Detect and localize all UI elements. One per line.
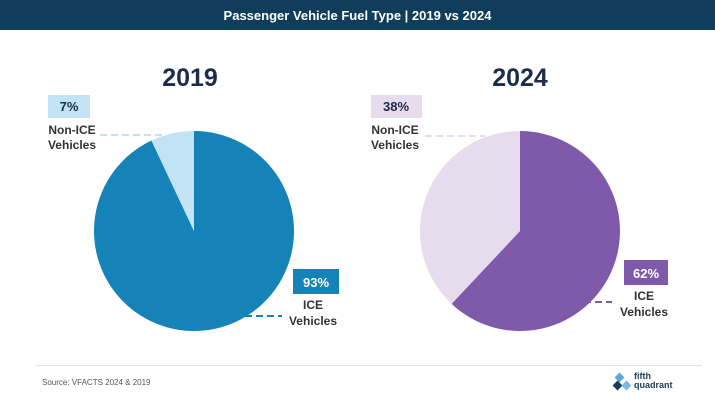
pie-2024-non-ice-label-1: Non-ICE bbox=[371, 123, 418, 137]
footer-divider bbox=[36, 365, 702, 366]
pie-2024-non-ice-badge bbox=[371, 95, 422, 118]
source-note: Source: VFACTS 2024 & 2019 bbox=[42, 378, 151, 387]
pie-2024-non-ice-value: 38% bbox=[383, 99, 409, 114]
pie-2019-non-ice-label-2: Vehicles bbox=[48, 138, 96, 152]
pie-2019-ice-label-2: Vehicles bbox=[289, 314, 337, 328]
pie-2024-ice-label-2: Vehicles bbox=[620, 305, 668, 319]
logo-mark-icon bbox=[612, 372, 632, 391]
chart-header: Passenger Vehicle Fuel Type | 2019 vs 20… bbox=[0, 0, 715, 30]
pie-2024-title: 2024 bbox=[492, 64, 548, 92]
fifth-quadrant-logo: fifth quadrant bbox=[612, 370, 682, 396]
logo-text-line1: fifth bbox=[634, 371, 651, 381]
pie-2019-non-ice-badge bbox=[48, 95, 90, 118]
pie-2019-slice-ice bbox=[94, 131, 295, 331]
pie-2019-ice-label-1: ICE bbox=[303, 298, 323, 312]
pie-2024-ice-badge bbox=[624, 260, 668, 285]
pie-2019-slice-non-ice bbox=[151, 131, 194, 231]
pie-2024-ice-label-1: ICE bbox=[634, 289, 654, 303]
pie-2019-non-ice-value: 7% bbox=[60, 99, 79, 114]
pie-2024-non-ice-label-2: Vehicles bbox=[371, 138, 419, 152]
pie-2019-title: 2019 bbox=[162, 64, 218, 92]
pie-2019-ice-value: 93% bbox=[303, 275, 329, 290]
pie-2024-slice-non-ice bbox=[420, 131, 520, 304]
pie-2019-non-ice-label-1: Non-ICE bbox=[48, 123, 95, 137]
pie-2024-slice-ice bbox=[451, 131, 621, 332]
chart-title: Passenger Vehicle Fuel Type | 2019 vs 20… bbox=[223, 7, 492, 23]
pie-2024-ice-value: 62% bbox=[633, 266, 659, 281]
pie-2019-ice-badge bbox=[293, 269, 339, 294]
logo-text-line2: quadrant bbox=[634, 380, 673, 390]
